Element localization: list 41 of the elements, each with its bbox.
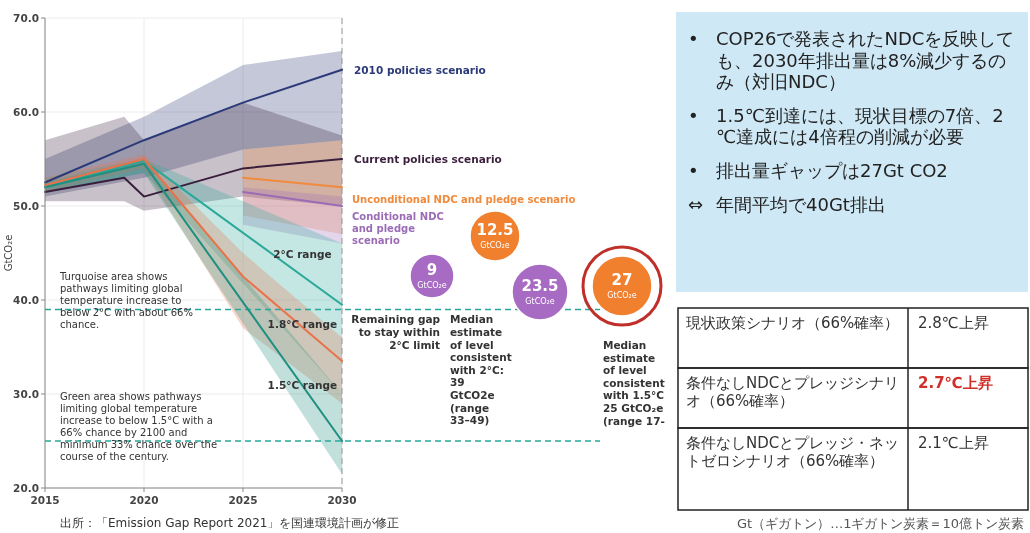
annotation: 2°C range — [273, 247, 332, 260]
text: Median estimate of level consistent with 2°C: 39 GtCO2e (range 33–49) — [450, 313, 512, 427]
series-label: Current policies scenario — [354, 153, 502, 165]
y-tick-label: 60.0 — [13, 106, 39, 118]
y-axis-title: GtCO₂e — [3, 234, 14, 272]
text: 27 GtCO₂e — [607, 271, 637, 300]
line-series — [44, 158, 343, 198]
text: 出所：「Emission Gap Report 2021」を国連環境計画が修正 — [60, 516, 400, 530]
text: Gt（ギガトン）…1ギガトン炭素＝10億トン炭素 — [737, 516, 1024, 531]
y-tick-label: 70.0 — [13, 12, 39, 24]
text: 現状政策シナリオ（66%確率） — [686, 314, 900, 332]
text: 2.8℃上昇 — [918, 314, 989, 332]
y-tick-label: 30.0 — [13, 388, 39, 400]
text: Remaining gap to stay within 2°C limit — [351, 313, 441, 351]
x-tick-label: 2030 — [327, 494, 357, 506]
annotation: Green area shows pathways limiting global temperature increase to below 1.5°C with a 66% chance by 2100 and minimum 33% chance over the course of the century. — [60, 391, 218, 462]
annotation: Turquoise area shows pathways limiting global temperature increase to below 2°C with about 66% chance. — [59, 271, 193, 330]
line-series — [44, 68, 343, 184]
text: 条件なしNDCとプレッジ・ネットゼロシナリオ（66%確率） — [686, 434, 900, 470]
series-label: Conditional NDC and pledge scenario — [352, 211, 444, 246]
text: ⇔ 年間平均で40Gt排出 — [688, 193, 886, 215]
y-tick-label: 50.0 — [13, 200, 39, 212]
x-tick-label: 2020 — [129, 494, 159, 506]
text: 2.7℃上昇 — [918, 374, 993, 392]
annotation: 1.8°C range — [267, 318, 338, 331]
text: • 1.5℃到達には、現状目標の7倍、2℃達成には4倍程の削減が必要 — [688, 104, 1004, 148]
series-label: Unconditional NDC and pledge scenario — [352, 194, 576, 206]
ref-line-label: Median estimate of level consistent with 1.5°C 25 GtCO₂e (range 17- — [603, 339, 665, 427]
text: 2.1℃上昇 — [918, 434, 989, 452]
text: 12.5 GtCO₂e — [476, 221, 514, 250]
text: • 排出量ギャップは27Gt CO2 — [688, 160, 948, 181]
x-tick-label: 2015 — [30, 494, 60, 506]
x-tick-label: 2025 — [228, 494, 258, 506]
text: • COP26で発表されたNDCを反映しても、2030年排出量は8%減少するのみ（対旧NDC） — [688, 28, 1015, 93]
y-tick-label: 20.0 — [13, 482, 39, 494]
y-tick-label: 40.0 — [13, 294, 39, 306]
text: 条件なしNDCとプレッジシナリオ（66%確率） — [686, 374, 900, 410]
text: 23.5 GtCO₂e — [521, 277, 559, 306]
text: 9 GtCO₂e — [417, 261, 447, 290]
annotation: 1.5°C range — [267, 379, 338, 392]
series-label: 2010 policies scenario — [354, 63, 486, 76]
